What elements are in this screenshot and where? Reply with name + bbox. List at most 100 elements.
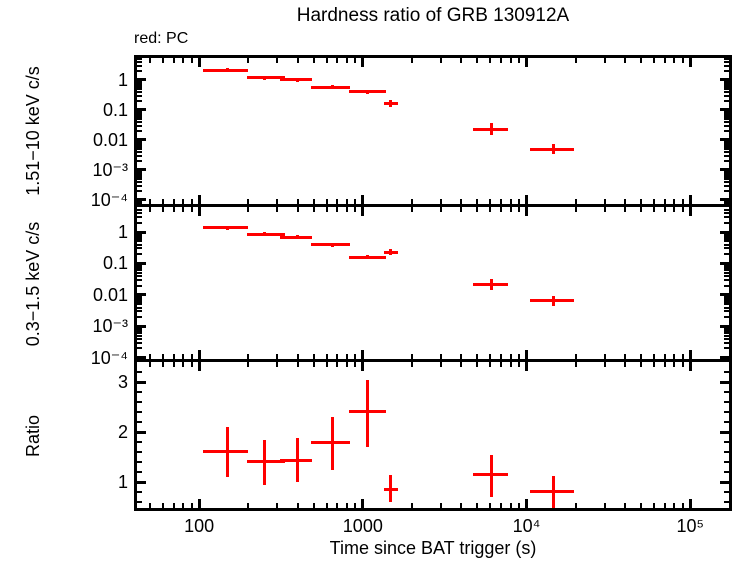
tick-mark [137, 111, 142, 114]
tick-mark [720, 261, 729, 265]
tick-mark [247, 207, 250, 212]
tick-mark [500, 503, 503, 508]
tick-mark [137, 337, 142, 340]
data-point-ratio-hbar-8 [529, 489, 574, 493]
tick-mark [720, 198, 729, 202]
tick-mark [724, 421, 729, 423]
tick-mark [673, 199, 676, 204]
tick-mark [137, 401, 142, 403]
tick-mark [325, 503, 328, 508]
x-tick-label-100: 100 [184, 516, 215, 536]
tick-mark [296, 354, 299, 359]
tick-mark [137, 234, 142, 237]
tick-mark [518, 199, 521, 204]
tick-mark [354, 362, 357, 367]
tick-mark [361, 350, 365, 359]
data-point-soft-vbar-5 [366, 254, 370, 259]
tick-mark [724, 391, 729, 393]
tick-mark [137, 324, 146, 328]
tick-mark [148, 503, 151, 508]
tick-mark [161, 354, 164, 359]
tick-mark [336, 58, 339, 63]
tick-mark [137, 261, 146, 265]
tick-mark [137, 303, 142, 306]
y-tick-label-ratio: 2 [117, 422, 128, 442]
data-point-hard-hbar-3 [279, 78, 313, 82]
tick-mark [137, 411, 142, 413]
data-point-soft-vbar-4 [330, 242, 334, 247]
tick-mark [724, 347, 729, 350]
tick-mark [148, 362, 151, 367]
tick-mark [137, 328, 142, 331]
tick-mark [724, 124, 729, 127]
tick-mark [724, 143, 729, 146]
y-tick-label-soft: 0.01 [92, 284, 128, 305]
tick-mark [673, 207, 676, 212]
data-point-hard-hbar-1 [202, 68, 249, 72]
tick-mark [509, 503, 512, 508]
tick-mark [525, 499, 529, 508]
tick-mark [724, 113, 729, 116]
tick-mark [336, 199, 339, 204]
tick-mark [688, 207, 692, 216]
tick-mark [574, 58, 577, 63]
panel-divider [134, 204, 732, 207]
tick-mark [137, 306, 142, 309]
tick-mark [148, 58, 151, 63]
tick-mark [411, 362, 414, 367]
tick-mark [137, 243, 142, 246]
tick-mark [724, 120, 729, 123]
tick-mark [336, 354, 339, 359]
tick-mark [476, 199, 479, 204]
tick-mark [137, 253, 142, 256]
y-tick-label-hard: 1 [117, 69, 128, 90]
tick-mark [336, 207, 339, 212]
tick-mark [197, 362, 201, 371]
tick-mark [724, 284, 729, 287]
tick-mark [663, 503, 666, 508]
tick-mark [276, 207, 279, 212]
tick-mark [724, 215, 729, 218]
data-point-hard-vbar-4 [330, 85, 334, 89]
tick-mark [724, 83, 729, 86]
tick-mark [137, 118, 142, 120]
tick-mark [137, 421, 142, 423]
tick-mark [190, 58, 193, 63]
tick-mark [137, 154, 142, 157]
tick-mark [182, 362, 185, 367]
tick-mark [439, 199, 442, 204]
x-tick-label-10000: 10⁴ [512, 516, 541, 536]
tick-mark [489, 207, 492, 212]
tick-mark [247, 354, 250, 359]
tick-mark [137, 212, 142, 215]
tick-mark [460, 362, 463, 367]
tick-mark [652, 362, 655, 367]
tick-mark [460, 503, 463, 508]
tick-mark [411, 199, 414, 204]
tick-mark [574, 199, 577, 204]
tick-mark [724, 115, 729, 118]
tick-mark [361, 207, 365, 216]
y-axis-label-ratio: Ratio [23, 414, 43, 457]
tick-mark [137, 85, 142, 88]
tick-mark [525, 207, 529, 216]
tick-mark [247, 58, 250, 63]
tick-mark [525, 58, 529, 67]
tick-mark [137, 371, 142, 373]
tick-mark [312, 362, 315, 367]
tick-mark [345, 58, 348, 63]
tick-mark [137, 356, 146, 360]
tick-mark [489, 199, 492, 204]
tick-mark [724, 306, 729, 309]
tick-mark [724, 451, 729, 453]
tick-mark [476, 207, 479, 212]
tick-mark [489, 362, 492, 367]
data-point-hard-hbar-4 [310, 85, 351, 89]
tick-mark [137, 83, 142, 86]
tick-mark [411, 207, 414, 212]
tick-mark [312, 503, 315, 508]
tick-mark [137, 145, 142, 148]
tick-mark [724, 148, 729, 150]
tick-mark [161, 503, 164, 508]
tick-mark [137, 221, 142, 224]
